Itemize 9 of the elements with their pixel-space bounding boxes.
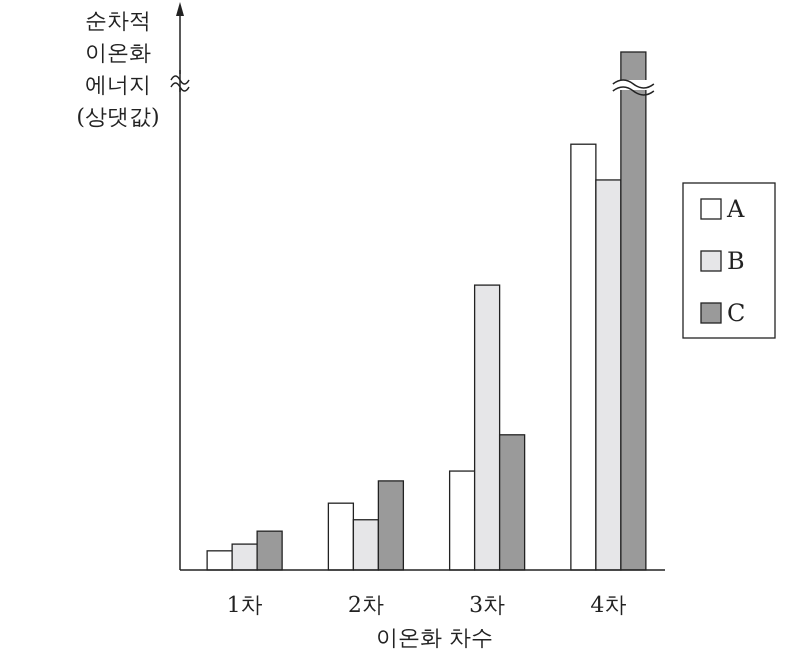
y-axis-title: 순차적 이온화 에너지 (상댓값) <box>76 9 160 130</box>
x-tick-label: 3차 <box>469 593 506 618</box>
legend-label: C <box>727 299 746 327</box>
x-tick-label: 1차 <box>226 593 263 618</box>
x-axis-title: 이온화 차수 <box>376 626 493 651</box>
x-tick-label: 2차 <box>348 593 384 618</box>
legend-label: B <box>727 247 745 275</box>
x-tick-label: 4차 <box>590 593 626 618</box>
legend-label: A <box>726 195 745 223</box>
